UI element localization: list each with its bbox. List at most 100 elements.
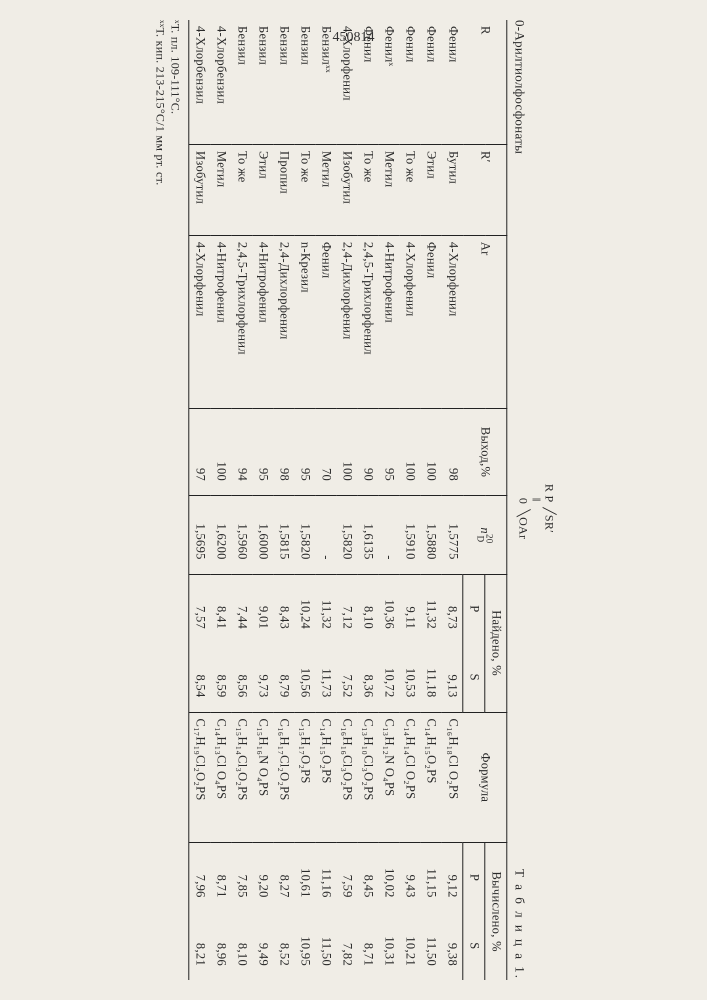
- table-row: ФенилЭтилФенил1001,588011,3211,18C₁₄H₁₅O…: [420, 20, 441, 980]
- cell-Rp: Метил: [378, 145, 399, 236]
- cell-Ar: 2,4-Дихлорфенил: [273, 235, 294, 408]
- cell-R: Бензилˣˣ: [315, 20, 336, 145]
- cell-cS: 8,21: [189, 912, 211, 980]
- cell-fP: 9,11: [399, 574, 420, 643]
- cell-Ar: 4-Хлорфенил: [399, 235, 420, 408]
- cell-Ar: 2,4,5-Трихлорфенил: [231, 235, 252, 408]
- data-table: R R′ Ar Выход,% n20D Найдено, % Формула …: [188, 20, 507, 980]
- cell-nD: 1,5775: [441, 496, 463, 575]
- cell-cP: 10,02: [378, 843, 399, 912]
- cell-R: 4-Хлорфенил: [336, 20, 357, 145]
- cell-fP: 7,57: [189, 574, 211, 643]
- cell-yield: 100: [210, 408, 231, 495]
- table-row: 4-ХлорбензилИзобутил4-Хлорфенил971,56957…: [189, 20, 211, 980]
- cell-cS: 9,38: [441, 912, 463, 980]
- cell-cP: 9,12: [441, 843, 463, 912]
- cell-Rp: То же: [231, 145, 252, 236]
- cell-Rp: То же: [399, 145, 420, 236]
- col-calc-S: S: [463, 912, 485, 980]
- cell-cS: 10,31: [378, 912, 399, 980]
- col-yield: Выход,%: [463, 408, 507, 495]
- cell-Ar: 4-Хлорфенил: [441, 235, 463, 408]
- cell-cS: 11,50: [315, 912, 336, 980]
- struct-l2: 0: [515, 498, 529, 504]
- cell-fP: 8,43: [273, 574, 294, 643]
- table-row: 4-ХлорбензилМетил4-Нитрофенил1001,62008,…: [210, 20, 231, 980]
- cell-fS: 8,54: [189, 643, 211, 712]
- cell-yield: 94: [231, 408, 252, 495]
- cell-cP: 8,27: [273, 843, 294, 912]
- cell-nD: 1,6135: [357, 496, 378, 575]
- footnotes: ˣТ. пл. 109-111°С. ˣˣТ. кип. 213-215°С/1…: [152, 20, 182, 980]
- cell-nD: 1,5820: [336, 496, 357, 575]
- col-nD: n20D: [463, 496, 507, 575]
- cell-nD: 1,5695: [189, 496, 211, 575]
- cell-yield: 70: [315, 408, 336, 495]
- table-row: ФенилБутил4-Хлорфенил981,57758,739,13C₁₆…: [441, 20, 463, 980]
- cell-fP: 8,10: [357, 574, 378, 643]
- table-row: 4-ХлорфенилИзобутил2,4-Дихлорфенил1001,5…: [336, 20, 357, 980]
- cell-fP: 10,36: [378, 574, 399, 643]
- struct-l3: SR′: [542, 515, 556, 533]
- table-row: ФенилТо же4-Хлорфенил1001,59109,1110,53C…: [399, 20, 420, 980]
- cell-R: Фенил: [441, 20, 463, 145]
- cell-Ar: Фенил: [420, 235, 441, 408]
- cell-formula: C₁₅H₁₆N O₄PS: [252, 712, 273, 843]
- cell-fP: 11,32: [315, 574, 336, 643]
- cell-fS: 8,56: [231, 643, 252, 712]
- col-R: R: [463, 20, 507, 145]
- cell-formula: C₁₃H₁₂N O₄PS: [378, 712, 399, 843]
- cell-cP: 7,96: [189, 843, 211, 912]
- cell-R: Бензил: [273, 20, 294, 145]
- cell-nD: 1,5815: [273, 496, 294, 575]
- struct-l4: OAr: [515, 517, 529, 539]
- cell-fP: 11,32: [420, 574, 441, 643]
- table-caption: 0-Арилтиолфосфонаты: [511, 20, 527, 154]
- cell-formula: C₁₆H₁₈Cl O₂PS: [441, 712, 463, 843]
- table-row: БензилПропил2,4-Дихлорфенил981,58158,438…: [273, 20, 294, 980]
- cell-Ar: Фенил: [315, 235, 336, 408]
- cell-R: Фенил: [399, 20, 420, 145]
- col-formula: Формула: [463, 712, 507, 843]
- cell-formula: C₁₇H₁₉Cl₂O₂PS: [189, 712, 211, 843]
- cell-R: 4-Хлорбензил: [210, 20, 231, 145]
- cell-formula: C₁₄H₁₄Cl O₂PS: [399, 712, 420, 843]
- cell-R: Фенил: [357, 20, 378, 145]
- cell-yield: 98: [441, 408, 463, 495]
- col-found-S: S: [463, 643, 485, 712]
- cell-yield: 95: [294, 408, 315, 495]
- table-body: ФенилБутил4-Хлорфенил981,57758,739,13C₁₆…: [189, 20, 463, 980]
- cell-fS: 10,53: [399, 643, 420, 712]
- cell-nD: -: [378, 496, 399, 575]
- cell-Ar: n-Крезил: [294, 235, 315, 408]
- page-content: 0-Арилтиолфосфонаты R P ╱SR′ ‖ 0 ╲OAr Т …: [152, 20, 555, 980]
- cell-yield: 100: [399, 408, 420, 495]
- cell-fS: 9,13: [441, 643, 463, 712]
- cell-fS: 9,73: [252, 643, 273, 712]
- cell-fS: 11,73: [315, 643, 336, 712]
- cell-nD: 1,5820: [294, 496, 315, 575]
- structural-formula: R P ╱SR′ ‖ 0 ╲OAr: [515, 484, 555, 539]
- struct-l0: R P: [542, 484, 556, 502]
- cell-yield: 90: [357, 408, 378, 495]
- table-row: ФенилТо же2,4,5-Трихлорфенил901,61358,10…: [357, 20, 378, 980]
- cell-cS: 8,52: [273, 912, 294, 980]
- col-calc: Вычислено, %: [485, 843, 507, 980]
- footnote-2: ˣˣТ. кип. 213-215°С/1 мм рт. ст.: [152, 20, 167, 980]
- cell-cS: 7,82: [336, 912, 357, 980]
- col-found: Найдено, %: [485, 574, 507, 712]
- col-calc-P: P: [463, 843, 485, 912]
- cell-formula: C₁₄H₁₅O₂PS: [420, 712, 441, 843]
- cell-yield: 95: [252, 408, 273, 495]
- cell-formula: C₁₆H₁₆Cl₃O₂PS: [336, 712, 357, 843]
- cell-R: Фенилˣ: [378, 20, 399, 145]
- cell-cP: 11,16: [315, 843, 336, 912]
- cell-cS: 8,10: [231, 912, 252, 980]
- cell-Rp: То же: [294, 145, 315, 236]
- cell-cS: 10,21: [399, 912, 420, 980]
- cell-Rp: Изобутил: [336, 145, 357, 236]
- cell-cS: 8,71: [357, 912, 378, 980]
- cell-yield: 97: [189, 408, 211, 495]
- cell-fS: 10,72: [378, 643, 399, 712]
- cell-cP: 7,85: [231, 843, 252, 912]
